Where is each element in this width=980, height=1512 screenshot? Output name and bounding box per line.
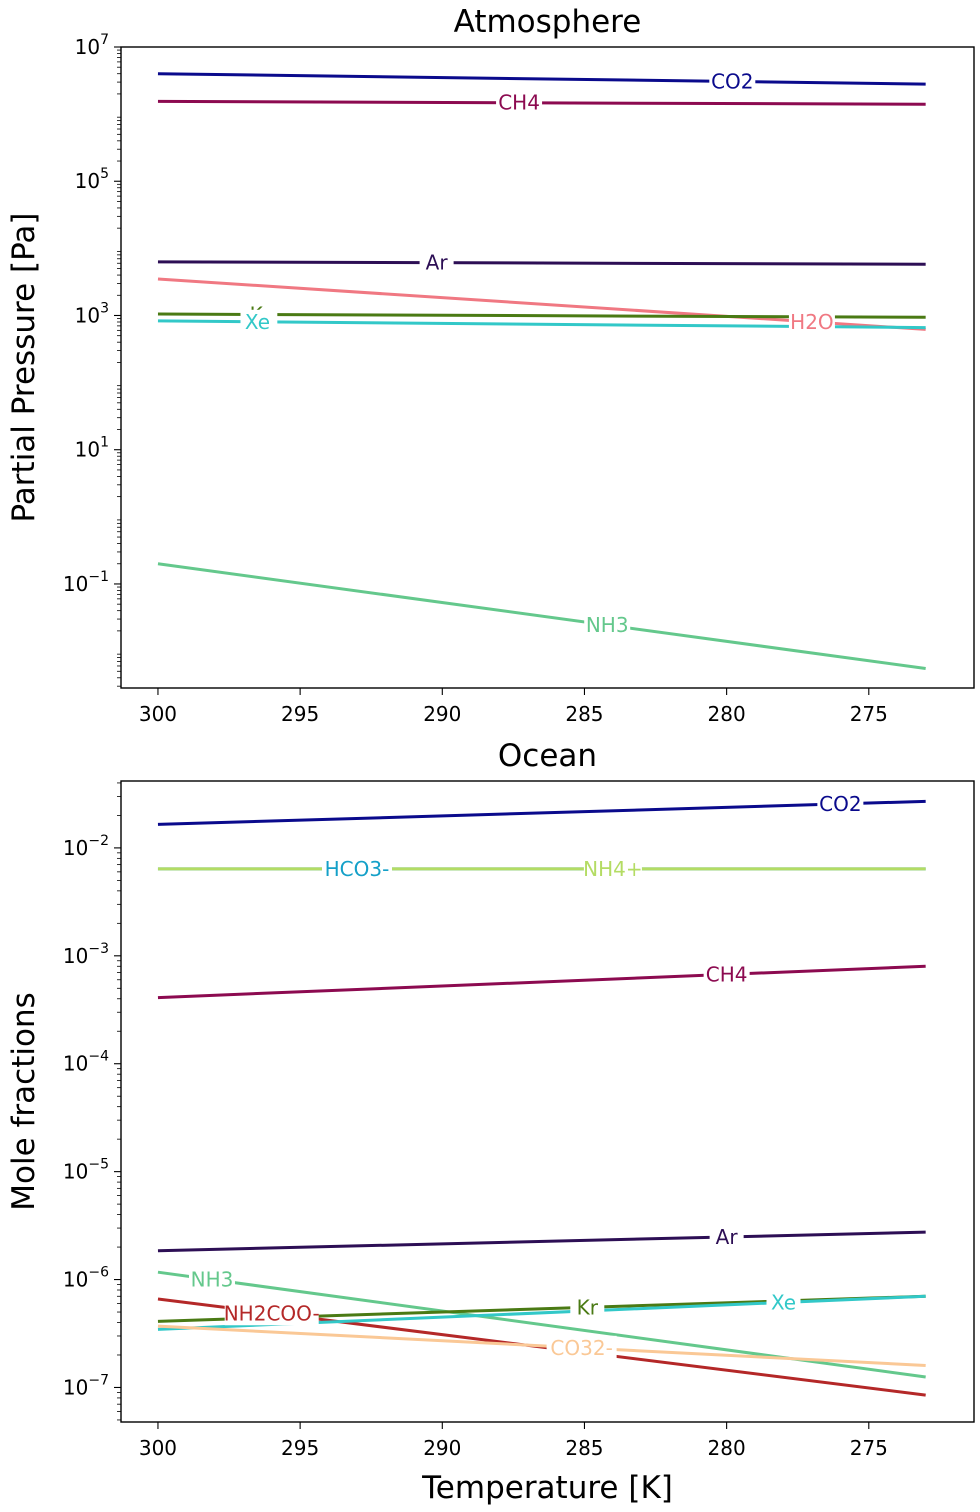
series-label-group: CO2 HCO3- NH4+ CH4 Ar NH3 NH2COO- Kr Xe CO32- [188, 791, 864, 1360]
x-tick-label: 290 [423, 702, 461, 726]
x-tick-label: 300 [139, 1436, 177, 1460]
x-tick-label: 280 [708, 1436, 746, 1460]
series-label-bg [419, 250, 454, 275]
y-tick-label: 10−4 [63, 1049, 109, 1076]
series-label-bg [188, 1267, 235, 1292]
series-label-co32-: CO32- [550, 1336, 612, 1360]
series-label-bg [817, 791, 864, 816]
series-line-ar [157, 1230, 926, 1253]
x-tick-label: 295 [281, 1436, 319, 1460]
chart-title: Ocean [498, 738, 597, 774]
y-tick-label: 10−6 [63, 1265, 109, 1292]
series-label-nh3: NH3 [586, 613, 629, 637]
series-label-xe: Xe [771, 1290, 796, 1314]
x-tick-label: 285 [565, 702, 603, 726]
series-label-bg [583, 856, 642, 881]
series-label-bg [570, 1295, 605, 1320]
series-label-ch4: CH4 [706, 962, 748, 986]
series-line-co2 [157, 72, 926, 86]
y-tick-label: 10−2 [63, 833, 109, 860]
series-group [157, 72, 926, 670]
series-line-ch4 [157, 964, 926, 1000]
x-tick-label: 290 [423, 1436, 461, 1460]
y-tick-label: 10−3 [63, 941, 109, 968]
series-label-bg [240, 309, 275, 334]
series-label-nh3: NH3 [191, 1268, 234, 1292]
y-tick-label: 10−1 [63, 569, 109, 596]
series-line-co32- [157, 1324, 926, 1367]
series-label-hco3-: HCO3- [325, 857, 390, 881]
x-tick-label: 285 [565, 1436, 603, 1460]
series-line-ar [157, 260, 926, 266]
y-tick-label: 107 [75, 32, 109, 59]
series-label-nh4-: NH4+ [583, 857, 642, 881]
series-label-co2: CO2 [711, 69, 753, 93]
x-tick-label: 275 [850, 702, 888, 726]
y-axis-label: Mole fractions [6, 992, 42, 1210]
series-label-bg [224, 1301, 319, 1326]
series-label-group: CO2CH4ArH2OKrXeNH3 [240, 69, 835, 638]
series-label-bg [709, 1224, 744, 1249]
chart-title: Atmosphere [454, 4, 642, 40]
x-tick-label: 295 [281, 702, 319, 726]
x-tick-label: 300 [139, 702, 177, 726]
chart-panel-1: Ocean Mole fractions 10−7 10−6 10−5 10−4 10−3 1… [6, 738, 975, 1506]
x-tick-label: 275 [850, 1436, 888, 1460]
series-label-bg [788, 309, 835, 334]
y-axis-label: Partial Pressure [Pa] [6, 213, 42, 523]
series-label-xe: Xe [245, 310, 270, 334]
series-line-nh3 [157, 562, 926, 670]
series-label-co2: CO2 [819, 792, 861, 816]
series-label-h2o: H2O [790, 310, 834, 334]
series-label-bg [766, 1290, 801, 1315]
series-label-ch4: CH4 [498, 91, 540, 115]
series-label-bg [703, 962, 750, 987]
y-tick-label: 103 [75, 300, 109, 327]
series-label-ar: Ar [426, 251, 449, 275]
x-axis-label: Temperature [K] [421, 1470, 673, 1506]
series-line-co2 [157, 799, 926, 826]
x-tick-label: 280 [708, 702, 746, 726]
series-label-bg [321, 856, 392, 881]
y-tick-label: 105 [75, 166, 109, 193]
chart-panel-0: Atmosphere Partial Pressure [Pa] 10−1 101 10… [6, 4, 975, 726]
plot-frame [120, 46, 975, 689]
y-tick-label: 10−7 [63, 1372, 109, 1399]
series-label-ar: Ar [716, 1225, 739, 1249]
plot-frame [120, 780, 975, 1423]
series-label-bg [709, 69, 756, 94]
series-label-bg [584, 613, 631, 638]
series-label-bg [496, 90, 543, 115]
y-tick-label: 10−5 [63, 1157, 109, 1184]
series-label-kr: Kr [577, 1295, 599, 1319]
series-label-bg [546, 1335, 617, 1360]
series-label-nh2coo-: NH2COO- [224, 1301, 320, 1325]
y-tick-label: 101 [75, 435, 109, 462]
